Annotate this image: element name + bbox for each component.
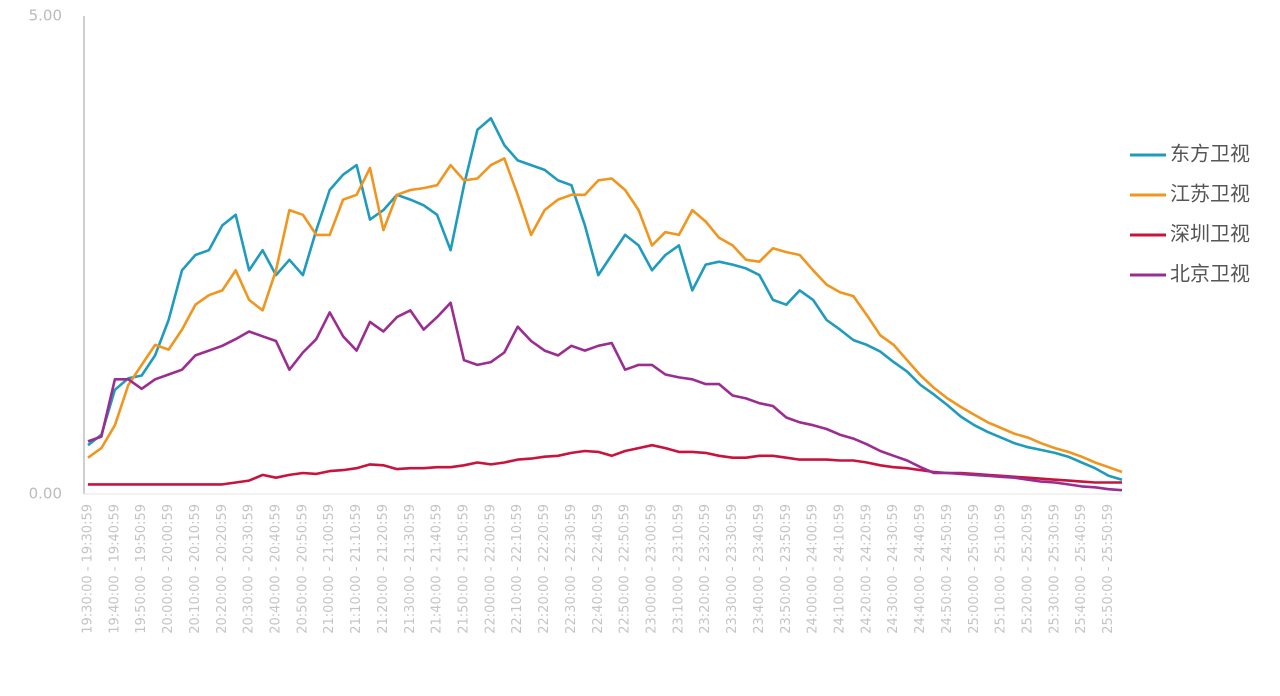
x-tick-label: 24:10:00 - 24:10:59	[833, 504, 848, 634]
series-line	[87, 157, 1123, 474]
x-tick-label: 24:50:00 - 24:50:59	[940, 504, 955, 634]
x-tick-label: 20:20:00 - 20:20:59	[215, 504, 230, 634]
legend-label: 江苏卫视	[1170, 182, 1250, 206]
x-tick-label: 23:00:00 - 23:00:59	[645, 504, 660, 634]
y-tick-label: 5.00	[29, 7, 62, 25]
x-tick-label: 21:40:00 - 21:40:59	[430, 504, 445, 634]
legend-label: 深圳卫视	[1170, 222, 1250, 246]
x-tick-label: 21:20:00 - 21:20:59	[376, 504, 391, 634]
x-tick-label: 25:10:00 - 25:10:59	[994, 504, 1009, 634]
x-tick-label: 23:40:00 - 23:40:59	[752, 504, 767, 634]
x-tick-label: 21:10:00 - 21:10:59	[349, 504, 364, 634]
series-line	[88, 443, 1122, 486]
x-tick-label: 24:00:00 - 24:00:59	[806, 504, 821, 634]
x-tick-label: 20:10:00 - 20:10:59	[188, 504, 203, 634]
x-tick-label: 19:50:00 - 19:50:59	[134, 504, 149, 634]
x-tick-label: 22:30:00 - 22:30:59	[564, 504, 579, 634]
x-tick-label: 20:40:00 - 20:40:59	[269, 504, 284, 634]
x-tick-label: 21:50:00 - 21:50:59	[457, 504, 472, 634]
x-tick-label: 22:20:00 - 22:20:59	[537, 504, 552, 634]
x-tick-label: 24:20:00 - 24:20:59	[859, 504, 874, 634]
x-tick-label: 21:00:00 - 21:00:59	[322, 504, 337, 634]
legend-label: 北京卫视	[1170, 262, 1250, 286]
x-tick-label: 23:50:00 - 23:50:59	[779, 504, 794, 634]
y-tick-label: 0.00	[29, 485, 62, 503]
x-tick-label: 23:30:00 - 23:30:59	[725, 504, 740, 634]
x-tick-label: 25:20:00 - 25:20:59	[1021, 504, 1036, 634]
x-tick-label: 22:40:00 - 22:40:59	[591, 504, 606, 634]
x-tick-label: 25:30:00 - 25:30:59	[1047, 504, 1062, 634]
x-tick-label: 20:30:00 - 20:30:59	[242, 504, 257, 634]
legend-label: 东方卫视	[1170, 142, 1250, 166]
series-line	[87, 117, 1123, 481]
x-tick-label: 22:50:00 - 22:50:59	[618, 504, 633, 634]
x-tick-label: 22:10:00 - 22:10:59	[510, 504, 525, 634]
x-tick-label: 21:30:00 - 21:30:59	[403, 504, 418, 634]
x-tick-label: 19:40:00 - 19:40:59	[107, 504, 122, 634]
x-tick-label: 25:40:00 - 25:40:59	[1074, 504, 1089, 634]
x-tick-label: 20:50:00 - 20:50:59	[295, 504, 310, 634]
x-tick-label: 20:00:00 - 20:00:59	[161, 504, 176, 634]
x-tick-label: 23:20:00 - 23:20:59	[698, 504, 713, 634]
x-tick-label: 23:10:00 - 23:10:59	[671, 504, 686, 634]
x-tick-label: 19:30:00 - 19:30:59	[81, 504, 96, 634]
x-tick-label: 24:30:00 - 24:30:59	[886, 504, 901, 634]
x-tick-label: 25:00:00 - 25:00:59	[967, 504, 982, 634]
series-line	[87, 301, 1123, 492]
x-tick-label: 22:00:00 - 22:00:59	[483, 504, 498, 634]
x-tick-label: 24:40:00 - 24:40:59	[913, 504, 928, 634]
x-tick-label: 25:50:00 - 25:50:59	[1101, 504, 1116, 634]
